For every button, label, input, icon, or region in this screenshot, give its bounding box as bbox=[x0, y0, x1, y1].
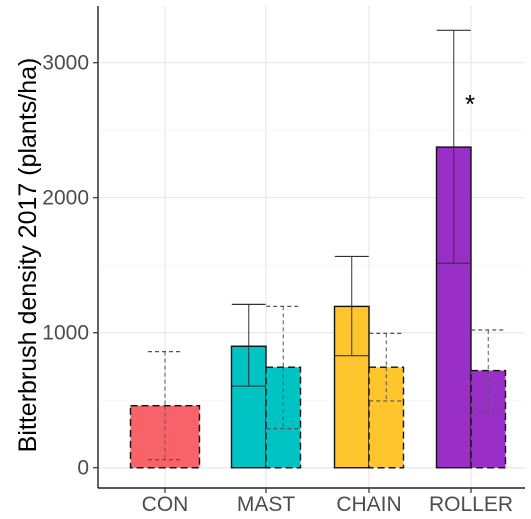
bars-layer bbox=[129, 29, 507, 469]
y-axis-title: Bitterbrush density 2017 (plants/ha) bbox=[14, 58, 42, 453]
x-tick-label-chain: CHAIN bbox=[336, 493, 401, 516]
x-tick-label-mast: MAST bbox=[237, 493, 296, 516]
x-tick-label-roller: ROLLER bbox=[429, 493, 513, 516]
axes-layer bbox=[93, 6, 525, 493]
y-tick-label: 1000 bbox=[42, 322, 89, 345]
y-tick-label: 2000 bbox=[42, 187, 89, 210]
y-tick-label: 0 bbox=[77, 457, 89, 480]
x-tick-label-con: CON bbox=[142, 493, 189, 516]
y-tick-label: 3000 bbox=[42, 52, 89, 75]
labels-layer: * 0 1000 2000 3000 CON MAST CHAIN ROLLER bbox=[42, 52, 513, 516]
significance-annotation: * bbox=[465, 89, 475, 119]
